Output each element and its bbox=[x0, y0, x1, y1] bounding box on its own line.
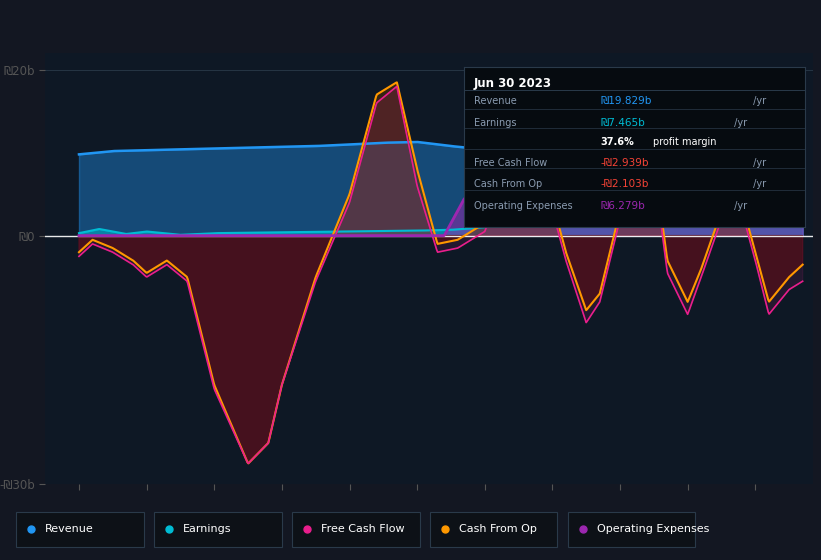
Text: Free Cash Flow: Free Cash Flow bbox=[474, 158, 548, 168]
Text: Jun 30 2023: Jun 30 2023 bbox=[474, 77, 552, 90]
Text: -₪2.939b: -₪2.939b bbox=[600, 158, 649, 168]
FancyBboxPatch shape bbox=[292, 512, 420, 547]
Text: Cash From Op: Cash From Op bbox=[474, 179, 543, 189]
Text: Revenue: Revenue bbox=[474, 96, 517, 106]
FancyBboxPatch shape bbox=[16, 512, 144, 547]
Text: Earnings: Earnings bbox=[183, 524, 232, 534]
FancyBboxPatch shape bbox=[430, 512, 557, 547]
Text: /yr: /yr bbox=[750, 158, 766, 168]
Text: ₪7.465b: ₪7.465b bbox=[600, 118, 645, 128]
Text: /yr: /yr bbox=[732, 118, 747, 128]
Text: Revenue: Revenue bbox=[45, 524, 94, 534]
Text: /yr: /yr bbox=[750, 96, 766, 106]
Text: Cash From Op: Cash From Op bbox=[459, 524, 537, 534]
Text: Earnings: Earnings bbox=[474, 118, 516, 128]
Text: Operating Expenses: Operating Expenses bbox=[474, 201, 573, 211]
Text: 37.6%: 37.6% bbox=[600, 137, 634, 147]
Text: Operating Expenses: Operating Expenses bbox=[597, 524, 709, 534]
FancyBboxPatch shape bbox=[568, 512, 695, 547]
Text: -₪2.103b: -₪2.103b bbox=[600, 179, 649, 189]
Text: Free Cash Flow: Free Cash Flow bbox=[321, 524, 405, 534]
Text: /yr: /yr bbox=[732, 201, 747, 211]
Text: profit margin: profit margin bbox=[653, 137, 717, 147]
Text: ₪6.279b: ₪6.279b bbox=[600, 201, 645, 211]
Text: /yr: /yr bbox=[750, 179, 766, 189]
FancyBboxPatch shape bbox=[154, 512, 282, 547]
Text: ₪19.829b: ₪19.829b bbox=[600, 96, 652, 106]
